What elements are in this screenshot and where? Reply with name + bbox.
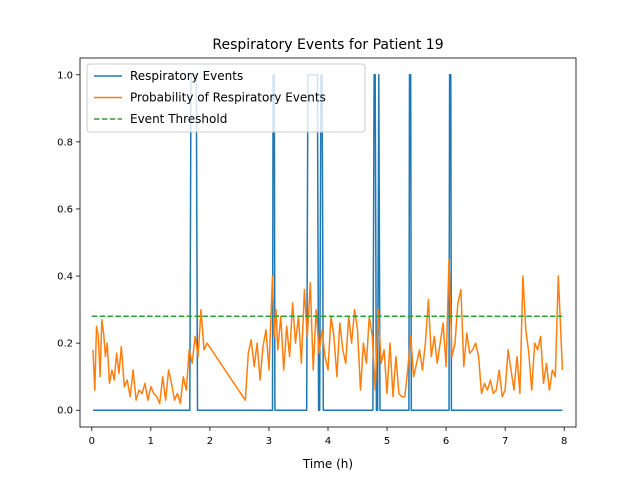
- probability-of-respiratory-events-line: [92, 258, 564, 405]
- y-tick-label: 0.6: [57, 204, 73, 215]
- legend-label: Respiratory Events: [130, 69, 243, 83]
- legend-label: Probability of Respiratory Events: [130, 91, 326, 105]
- x-tick-label: 5: [384, 436, 390, 447]
- x-tick-label: 2: [207, 436, 213, 447]
- y-tick-label: 0.4: [57, 272, 73, 283]
- x-tick-label: 6: [443, 436, 449, 447]
- x-tick-label: 0: [89, 436, 95, 447]
- legend-box: [86, 63, 366, 133]
- series-layer: [91, 74, 564, 411]
- x-tick-label: 3: [266, 436, 272, 447]
- y-tick-label: 0.8: [57, 137, 73, 148]
- x-tick-label: 1: [148, 436, 154, 447]
- chart-title: Respiratory Events for Patient 19: [212, 37, 443, 53]
- x-axis-label: Time (h): [302, 457, 353, 471]
- legend-label: Event Threshold: [130, 112, 227, 126]
- x-tick-label: 8: [561, 436, 567, 447]
- legend: Respiratory Events Probability of Respira…: [86, 63, 366, 133]
- x-tick-label: 4: [325, 436, 331, 447]
- y-tick-label: 1.0: [57, 70, 73, 81]
- y-tick-label: 0.2: [57, 339, 73, 350]
- axes-layer: 0 1 2 3 4 5 6 7 8 0.0 0.2 0.4 0.6 0.8 1.0: [57, 57, 577, 447]
- x-tick-label: 7: [502, 436, 508, 447]
- y-tick-label: 0.0: [57, 406, 73, 417]
- respiratory-events-line: [93, 74, 563, 411]
